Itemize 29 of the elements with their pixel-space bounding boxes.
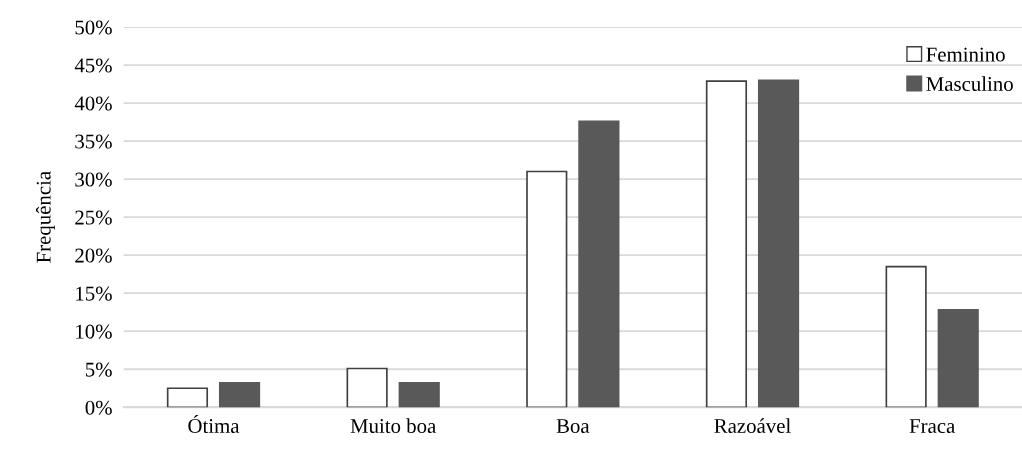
x-tick-label: Razoável — [714, 418, 791, 434]
x-tick-label: Boa — [556, 419, 590, 434]
bar — [937, 309, 979, 408]
x-tick-label: Fraca — [909, 419, 956, 434]
x-tick-label: Muito boa — [350, 418, 436, 434]
x-tick-label: Ótima — [188, 415, 240, 434]
bar — [218, 382, 261, 408]
y-tick-label: 0% — [85, 400, 112, 415]
y-tick-label: 40% — [74, 96, 112, 111]
legend-label: Feminino — [926, 47, 1005, 62]
bar — [705, 80, 748, 408]
legend-label: Masculino — [926, 76, 1013, 92]
y-tick-label: 45% — [74, 58, 112, 73]
y-tick-label: 50% — [75, 20, 112, 35]
bar — [757, 79, 800, 408]
y-tick-label: 35% — [75, 134, 112, 149]
bar — [346, 367, 388, 408]
y-tick-label: 5% — [85, 362, 112, 377]
bar — [166, 387, 209, 408]
y-tick-label: 30% — [75, 172, 112, 187]
bar — [578, 120, 620, 408]
y-tick-label: 25% — [75, 210, 112, 225]
y-axis-title: Frequência — [35, 171, 55, 263]
y-tick-label: 20% — [75, 248, 112, 263]
bar — [526, 170, 568, 408]
bar — [885, 265, 927, 408]
y-tick-label: 15% — [76, 286, 112, 301]
bar — [398, 382, 440, 408]
y-tick-label: 10% — [76, 324, 112, 339]
